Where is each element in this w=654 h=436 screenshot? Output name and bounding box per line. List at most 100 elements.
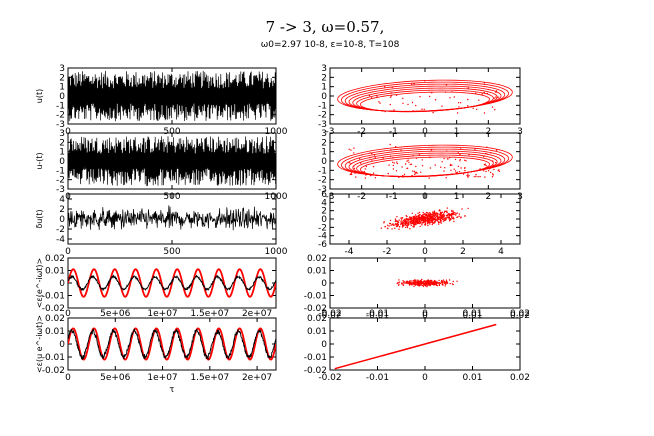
scatter-point	[445, 215, 448, 217]
series-line-red	[68, 268, 276, 298]
scatter-point	[408, 223, 410, 225]
scatter-point	[431, 220, 433, 222]
x-tick-label: -4	[345, 247, 354, 257]
scatter-point	[467, 207, 469, 210]
scatter-point	[442, 279, 445, 281]
scatter-point	[402, 219, 405, 222]
scatter-point	[459, 160, 461, 162]
scatter-point	[440, 211, 442, 214]
scatter-point	[416, 282, 418, 284]
y-tick-label: 2	[321, 207, 327, 217]
scatter-point	[441, 214, 443, 216]
scatter-point	[412, 222, 414, 224]
scatter-point	[409, 216, 412, 218]
x-tick-label: 0.01	[462, 373, 482, 383]
scatter-point	[410, 224, 412, 227]
scatter-point	[421, 278, 423, 281]
scatter-point	[414, 223, 416, 225]
scatter-point	[428, 177, 430, 179]
scatter-point	[390, 92, 392, 94]
scatter-point	[402, 102, 404, 105]
scatter-point	[369, 157, 371, 159]
scatter-point	[448, 279, 451, 281]
scatter-point	[421, 224, 423, 226]
scatter-point	[400, 149, 402, 152]
y-tick-label: 0	[59, 340, 65, 350]
scatter-point	[426, 285, 428, 288]
scatter-point	[417, 212, 419, 214]
scatter-point	[406, 226, 409, 229]
y-tick-label: -0.02	[304, 304, 327, 314]
scatter-point	[409, 163, 411, 166]
scatter-point	[452, 216, 454, 218]
y-tick-label: 1	[59, 83, 65, 93]
scatter-point	[449, 218, 451, 221]
scatter-point	[432, 213, 434, 215]
attractor-curve	[337, 144, 513, 177]
scatter-point	[424, 282, 427, 284]
plot-area	[68, 70, 276, 122]
scatter-point	[497, 96, 499, 98]
scatter-point	[458, 106, 460, 108]
scatter-point	[398, 226, 401, 228]
plot-area	[68, 268, 276, 298]
scatter-point	[458, 171, 461, 173]
scatter-point	[424, 213, 426, 216]
scatter-point	[407, 282, 410, 285]
scatter-point	[411, 101, 414, 104]
plot-area	[68, 136, 276, 187]
scatter-point	[492, 160, 494, 162]
scatter-point	[392, 161, 394, 163]
scatter-point	[475, 92, 477, 94]
scatter-point	[395, 219, 397, 222]
x-tick-label: 500	[163, 127, 180, 137]
scatter-point	[413, 285, 415, 287]
scatter-point	[444, 219, 447, 221]
scatter-point	[379, 102, 381, 104]
scatter-point	[455, 172, 457, 174]
scatter-point	[413, 218, 416, 221]
scatter-point	[438, 221, 440, 224]
scatter-point	[392, 224, 395, 226]
scatter-point	[457, 102, 460, 104]
scatter-point	[447, 216, 449, 219]
scatter-point	[441, 105, 443, 107]
scatter-point	[452, 280, 454, 283]
scatter-point	[414, 219, 417, 222]
y-tick-label: 0.02	[45, 314, 65, 324]
scatter-point	[418, 211, 421, 214]
scatter-point	[433, 221, 436, 223]
scatter-point	[402, 174, 404, 177]
scatter-point	[427, 214, 429, 216]
scatter-point	[461, 208, 463, 210]
scatter-point	[498, 170, 500, 173]
scatter-point	[451, 213, 453, 215]
scatter-point	[460, 217, 462, 219]
scatter-point	[388, 225, 390, 227]
title-text: 7 -> 3, ω=0.57,	[265, 18, 385, 36]
scatter-point	[456, 112, 459, 114]
scatter-point	[380, 227, 382, 229]
scatter-point	[394, 224, 396, 226]
scatter-point	[459, 158, 461, 161]
scatter-point	[386, 227, 389, 229]
scatter-point	[485, 164, 487, 167]
scatter-point	[462, 173, 465, 175]
y-tick-label: 0	[321, 279, 327, 289]
scatter-point	[350, 173, 353, 175]
scatter-point	[427, 222, 429, 224]
scatter-point	[420, 216, 423, 218]
x-tick-label: -3	[326, 127, 335, 137]
scatter-point	[441, 280, 443, 282]
scatter-point	[468, 174, 470, 177]
scatter-point	[433, 218, 435, 220]
scatter-point	[431, 92, 433, 94]
scatter-point	[407, 221, 409, 224]
scatter-point	[454, 170, 457, 172]
scatter-point	[413, 83, 415, 85]
scatter-point	[453, 217, 455, 220]
